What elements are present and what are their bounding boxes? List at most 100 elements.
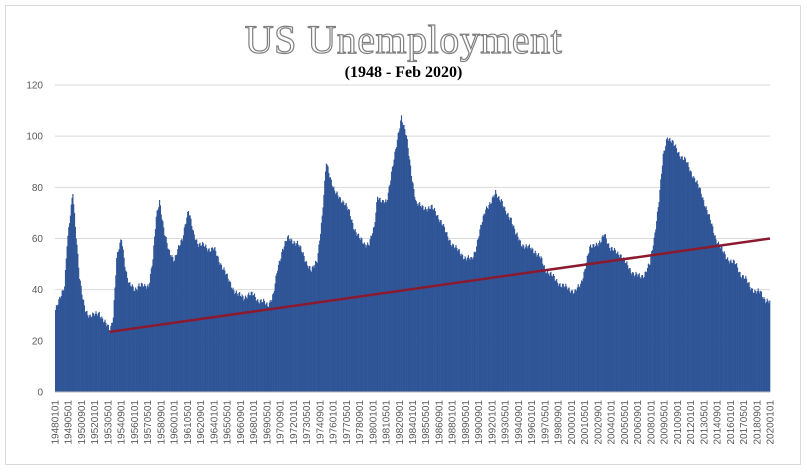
- bar: [350, 219, 352, 392]
- bar: [147, 284, 149, 392]
- bar: [719, 248, 721, 392]
- bar: [126, 277, 128, 392]
- bar: [587, 254, 589, 392]
- x-tick-label: 20120101: [686, 400, 697, 445]
- bar: [646, 272, 648, 392]
- bar: [130, 286, 133, 392]
- bar: [503, 207, 505, 392]
- bar: [272, 294, 274, 392]
- bar: [520, 245, 522, 392]
- bar: [325, 163, 327, 392]
- bar: [486, 207, 488, 392]
- x-tick-label: 19940901: [514, 400, 525, 445]
- bar: [71, 197, 73, 392]
- bar: [659, 189, 661, 392]
- bar: [69, 215, 71, 392]
- bar: [167, 248, 169, 392]
- bar: [459, 253, 461, 392]
- bar: [296, 240, 299, 392]
- bar: [413, 189, 415, 392]
- bar: [683, 159, 685, 392]
- bar: [631, 274, 633, 392]
- x-tick-label: 20010501: [580, 400, 591, 445]
- bar: [314, 264, 316, 392]
- bar: [198, 243, 200, 392]
- bar: [111, 322, 113, 392]
- bar: [69, 223, 71, 392]
- bar: [729, 260, 731, 392]
- bar: [755, 291, 757, 392]
- bar: [501, 200, 503, 392]
- bar: [304, 261, 306, 392]
- x-tick-label: 19490501: [64, 400, 75, 445]
- bar: [151, 265, 153, 392]
- bar: [255, 301, 257, 392]
- y-tick-label: 0: [37, 388, 43, 399]
- bar: [211, 247, 213, 392]
- bar: [419, 202, 421, 392]
- bar: [104, 319, 106, 392]
- bar: [318, 244, 320, 392]
- bar: [730, 259, 732, 392]
- bar: [402, 125, 404, 393]
- bar: [533, 253, 535, 392]
- bar: [327, 166, 329, 392]
- bar: [363, 242, 365, 392]
- bar: [132, 286, 134, 392]
- bar: [319, 240, 321, 392]
- bar: [374, 222, 376, 392]
- bar: [184, 224, 186, 392]
- x-tick-label: 20020901: [593, 400, 604, 445]
- bar: [97, 312, 100, 392]
- bar: [656, 211, 659, 392]
- bar: [710, 223, 712, 392]
- bar: [581, 281, 583, 392]
- bar: [604, 234, 606, 392]
- bar: [549, 272, 551, 392]
- bar: [641, 275, 643, 392]
- bar: [571, 290, 573, 392]
- bar: [145, 288, 147, 392]
- bar: [351, 219, 353, 392]
- bar: [324, 180, 326, 392]
- x-tick-label: 19960101: [527, 400, 538, 445]
- bar: [496, 197, 498, 392]
- bar: [114, 287, 116, 392]
- bar: [263, 300, 266, 392]
- bar: [429, 208, 431, 392]
- bar: [261, 302, 263, 392]
- bar: [471, 259, 474, 392]
- bar: [562, 283, 564, 392]
- bar: [586, 255, 588, 392]
- bar: [129, 282, 131, 392]
- bar: [334, 190, 336, 392]
- bar: [90, 317, 92, 392]
- bar: [165, 236, 167, 392]
- bar: [144, 283, 146, 392]
- bar: [703, 206, 706, 392]
- bar: [218, 261, 220, 392]
- bar: [739, 271, 741, 392]
- bar: [645, 271, 647, 392]
- x-tick-label: 19530501: [103, 400, 114, 445]
- bar: [367, 244, 370, 392]
- x-tick-label: 19920101: [487, 400, 498, 445]
- bar: [456, 247, 458, 392]
- bar: [474, 251, 476, 392]
- bar: [293, 240, 295, 392]
- bar: [680, 158, 682, 392]
- bar: [438, 222, 441, 392]
- bar: [94, 313, 96, 392]
- bar: [159, 199, 161, 392]
- bar: [600, 241, 602, 392]
- bar: [235, 290, 237, 392]
- bar: [633, 276, 635, 392]
- bar: [88, 315, 90, 392]
- bar: [455, 245, 457, 392]
- bar: [767, 300, 769, 392]
- bar: [122, 249, 124, 392]
- bar: [348, 209, 350, 392]
- bar: [101, 316, 103, 392]
- bar: [371, 236, 373, 392]
- bar: [136, 290, 138, 392]
